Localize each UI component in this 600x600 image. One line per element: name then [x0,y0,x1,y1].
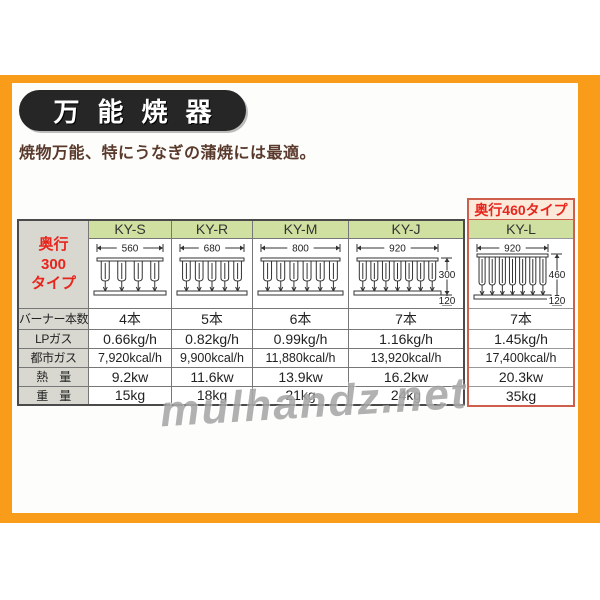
model-header-ky-j: KY-J [348,219,465,239]
depth460-column: 奥行460タイプ KY-L 920 460 120 7本 1.45kg/h 17,4… [467,198,575,407]
spec-value-cell: 7本 [469,308,573,330]
row-label-lp-gas: LPガス [17,328,90,349]
depth300-line3: タイプ [31,275,77,292]
svg-text:920: 920 [504,244,521,255]
depth300-line2: 300 [40,255,67,273]
spec-value-cell: 21kg [252,385,350,406]
burner-diagram-ky-m: 800 [254,239,348,307]
svg-text:800: 800 [292,244,309,255]
model-header-ky-r: KY-R [171,219,254,239]
spec-value-cell: 9.2kw [88,366,173,387]
burner-diagram-ky-r: 680 [173,239,252,307]
table-row-burners: バーナー本数 4本 5本 6本 7本 [17,307,465,330]
page-title: 万能焼器 [53,97,230,127]
table-row-heat: 熱 量 9.2kw 11.6kw 13.9kw 16.2kw [17,366,465,387]
catalog-page: 万能焼器 焼物万能、特にうなぎの蒲焼には最適。 奥行 300 タイプ KY-S … [12,83,578,513]
depth460-label: 奥行460タイプ [469,200,573,220]
model-header-ky-l: KY-L [469,220,573,239]
spec-value-cell: 5本 [171,307,254,330]
table-row-weight: 重 量 15kg 18kg 21kg 24kg [17,385,465,406]
svg-text:680: 680 [204,244,221,255]
table-row-lp-gas: LPガス 0.66kg/h 0.82kg/h 0.99kg/h 1.16kg/h [17,328,465,349]
spec-value-cell: 7,920kcal/h [88,347,173,368]
spec-value-cell: 1.16kg/h [348,328,465,349]
row-label-weight: 重 量 [17,385,90,406]
svg-text:460: 460 [549,270,566,281]
spec-value-cell: 13,920kcal/h [348,347,465,368]
orange-frame: 万能焼器 焼物万能、特にうなぎの蒲焼には最適。 奥行 300 タイプ KY-S … [0,75,600,523]
svg-text:300: 300 [439,270,456,281]
product-tagline: 焼物万能、特にうなぎの蒲焼には最適。 [19,145,317,162]
burner-diagram-ky-s: 560 [90,239,171,307]
diagram-row: 560 680 800 920 300 120 [18,237,465,309]
svg-text:560: 560 [122,244,139,255]
spec-value-cell: 9,900kcal/h [171,347,254,368]
spec-table: 奥行 300 タイプ KY-S KY-R KY-M KY-J 560 680 8… [17,219,466,406]
svg-text:120: 120 [549,296,566,307]
spec-value-cell: 11.6kw [171,366,254,387]
spec-value-cell: 20.3kw [469,367,573,387]
spec-value-cell: 4本 [88,307,173,330]
svg-text:120: 120 [439,296,456,307]
spec-value-cell: 18kg [171,385,254,406]
spec-value-cell: 15kg [88,385,173,406]
spec-value-cell: 0.66kg/h [88,328,173,349]
burner-diagram-ky-l: 920 460 120 [469,239,573,307]
spec-value-cell: 0.99kg/h [252,328,350,349]
model-header-ky-m: KY-M [252,219,350,239]
spec-value-cell: 0.82kg/h [171,328,254,349]
title-banner: 万能焼器 [19,90,246,131]
row-label-city-gas: 都市ガス [17,347,90,368]
spec-value-cell: 13.9kw [252,366,350,387]
depth300-label: 奥行 300 タイプ [17,219,90,309]
svg-text:920: 920 [389,244,406,255]
spec-value-cell: 1.45kg/h [469,329,573,349]
row-label-burners: バーナー本数 [17,307,90,330]
table-row-city-gas: 都市ガス 7,920kcal/h 9,900kcal/h 11,880kcal/… [17,347,465,368]
spec-value-cell: 7本 [348,307,465,330]
spec-value-cell: 24kg [348,385,465,406]
spec-value-cell: 11,880kcal/h [252,347,350,368]
depth460-table: KY-L 920 460 120 7本 1.45kg/h 17,400kcal/h … [469,220,573,405]
depth300-line1: 奥行 [38,236,69,253]
burner-diagram-ky-j: 920 300 120 [350,239,464,307]
row-label-heat: 熱 量 [17,366,90,387]
spec-value-cell: 35kg [505,387,537,404]
spec-value-cell: 16.2kw [348,366,465,387]
model-header-row: 奥行 300 タイプ KY-S KY-R KY-M KY-J [17,219,465,309]
spec-value-cell: 17,400kcal/h [469,348,573,368]
model-header-ky-s: KY-S [88,219,173,239]
spec-value-cell: 6本 [252,307,350,330]
